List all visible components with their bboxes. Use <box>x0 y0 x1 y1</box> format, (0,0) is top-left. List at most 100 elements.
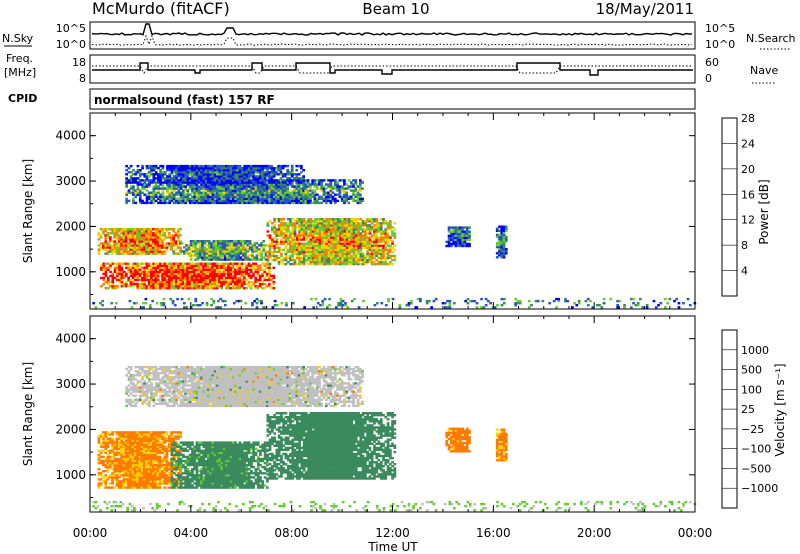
power-cell <box>129 164 133 168</box>
power-cell <box>235 256 238 259</box>
power-cell <box>136 242 139 245</box>
power-cell <box>149 238 153 241</box>
power-cell <box>232 246 236 249</box>
power-cell <box>330 230 333 233</box>
power-cell <box>138 282 142 286</box>
power-cell <box>213 189 217 192</box>
power-cell <box>281 201 285 205</box>
power-cell <box>318 260 322 264</box>
power-cell <box>193 285 196 288</box>
power-cell <box>263 173 267 176</box>
power-cell <box>131 266 135 269</box>
power-cell <box>284 175 287 178</box>
power-cell <box>143 287 146 290</box>
power-cell <box>256 195 260 198</box>
power-cell <box>200 187 203 190</box>
power-cell <box>245 183 249 186</box>
power-cell <box>291 262 295 266</box>
power-cell <box>345 197 349 200</box>
power-cell <box>348 238 351 241</box>
power-cell <box>277 197 280 200</box>
power-cell <box>664 306 667 309</box>
power-cell <box>163 285 167 288</box>
power-cell <box>220 175 224 178</box>
power-cell <box>163 201 167 205</box>
power-cell <box>215 285 219 288</box>
velocity-cell <box>99 433 103 436</box>
power-cell <box>213 193 217 196</box>
power-cell <box>136 169 140 172</box>
power-cell <box>186 287 189 290</box>
power-cell <box>300 228 304 231</box>
power-cell <box>106 236 110 239</box>
power-cell <box>281 191 285 194</box>
power-cell <box>99 228 103 231</box>
power-cell <box>125 191 128 194</box>
power-cell <box>236 189 240 192</box>
power-cell <box>223 240 227 243</box>
power-cell <box>218 193 221 196</box>
power-cell <box>158 252 162 255</box>
velocity-cell <box>122 470 126 473</box>
power-cell <box>352 226 356 229</box>
power-cell <box>152 195 156 198</box>
power-cell <box>495 229 499 232</box>
power-cell <box>307 220 310 223</box>
power-cell <box>306 189 310 192</box>
power-cell <box>125 282 128 286</box>
power-cell <box>247 285 251 288</box>
power-cell <box>207 189 210 192</box>
power-cell <box>386 252 390 256</box>
power-cell <box>184 193 187 196</box>
power-cell <box>229 179 233 182</box>
power-cell <box>327 256 331 260</box>
power-cell <box>168 264 171 267</box>
power-cell <box>195 177 199 180</box>
power-cell <box>152 252 155 255</box>
power-cell <box>375 246 379 249</box>
power-cell <box>446 299 449 303</box>
power-cell <box>177 244 180 247</box>
power-cell <box>188 270 192 274</box>
power-cell <box>234 164 237 168</box>
velocity-cell <box>122 457 126 461</box>
power-cell <box>359 252 363 256</box>
power-cell <box>127 285 130 288</box>
power-cell <box>255 256 259 259</box>
power-cell <box>161 240 164 243</box>
power-cell <box>157 201 160 205</box>
power-cell <box>131 264 135 267</box>
power-cell <box>220 189 224 192</box>
power-cell <box>334 240 338 243</box>
power-cell <box>300 167 303 170</box>
power-cell <box>175 272 178 276</box>
power-cell <box>138 195 142 198</box>
power-cell <box>270 171 274 174</box>
power-cell <box>150 169 153 172</box>
power-cell <box>359 240 363 243</box>
power-cell <box>296 254 299 258</box>
power-cell <box>362 299 365 303</box>
power-cell <box>179 187 183 190</box>
power-cell <box>218 266 221 269</box>
power-cell <box>141 183 144 186</box>
power-cell <box>149 246 153 249</box>
power-cell <box>291 248 295 252</box>
power-cell <box>145 189 149 192</box>
power-cell <box>211 278 214 282</box>
power-cell <box>193 264 196 267</box>
power-cell <box>231 193 235 196</box>
power-cell <box>193 183 197 186</box>
power-cell <box>222 272 226 276</box>
power-cell <box>277 262 281 266</box>
power-cell <box>340 199 344 203</box>
power-cell <box>138 272 142 276</box>
power-cell <box>168 201 172 205</box>
power-cell <box>263 197 267 200</box>
power-cell <box>336 222 340 225</box>
power-cell <box>298 256 301 260</box>
power-cell <box>256 187 260 190</box>
power-cell <box>300 197 303 200</box>
power-cell <box>277 260 281 264</box>
power-cell <box>373 254 376 258</box>
